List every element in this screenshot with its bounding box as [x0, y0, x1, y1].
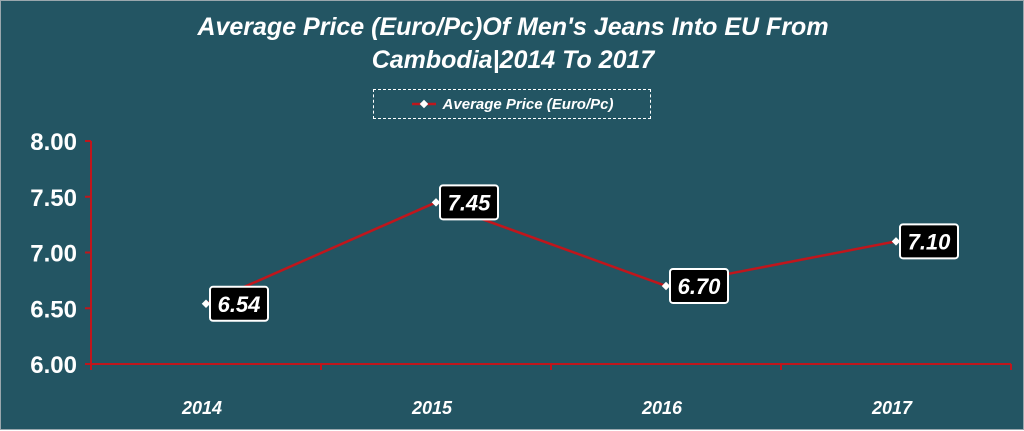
series-line [205, 201, 897, 305]
data-label: 7.10 [908, 229, 952, 254]
legend-label: Average Price (Euro/Pc) [442, 95, 614, 113]
y-tick-label: 6.00 [30, 352, 77, 379]
data-label-box [209, 285, 269, 322]
data-label-box [439, 184, 499, 221]
chart-legend: Average Price (Euro/Pc) [373, 89, 651, 119]
data-point-marker [661, 281, 671, 291]
data-label-box [899, 223, 959, 260]
x-tick-label: 2014 [181, 398, 222, 418]
data-point-marker [891, 237, 901, 246]
y-tick-label: 7.00 [30, 241, 77, 268]
data-point-marker [431, 198, 441, 207]
y-tick-label: 8.00 [30, 129, 77, 156]
y-tick-label: 6.50 [30, 296, 77, 323]
data-label: 6.70 [678, 274, 722, 299]
data-label: 6.54 [218, 292, 261, 317]
chart-title-line-1: Average Price (Euro/Pc)Of Men's Jeans In… [197, 13, 829, 41]
x-tick-label: 2015 [411, 398, 453, 418]
legend-line-marker-icon [411, 99, 436, 109]
data-label: 7.45 [448, 190, 492, 215]
x-tick-label: 2017 [871, 398, 913, 418]
chart-title: Average Price (Euro/Pc)Of Men's Jeans In… [1, 11, 1024, 77]
data-point-marker [201, 299, 211, 309]
x-tick-label: 2016 [641, 398, 683, 418]
y-tick-label: 7.50 [30, 185, 77, 212]
chart-title-line-2: Cambodia|2014 To 2017 [371, 46, 655, 74]
data-label-box [669, 267, 729, 304]
